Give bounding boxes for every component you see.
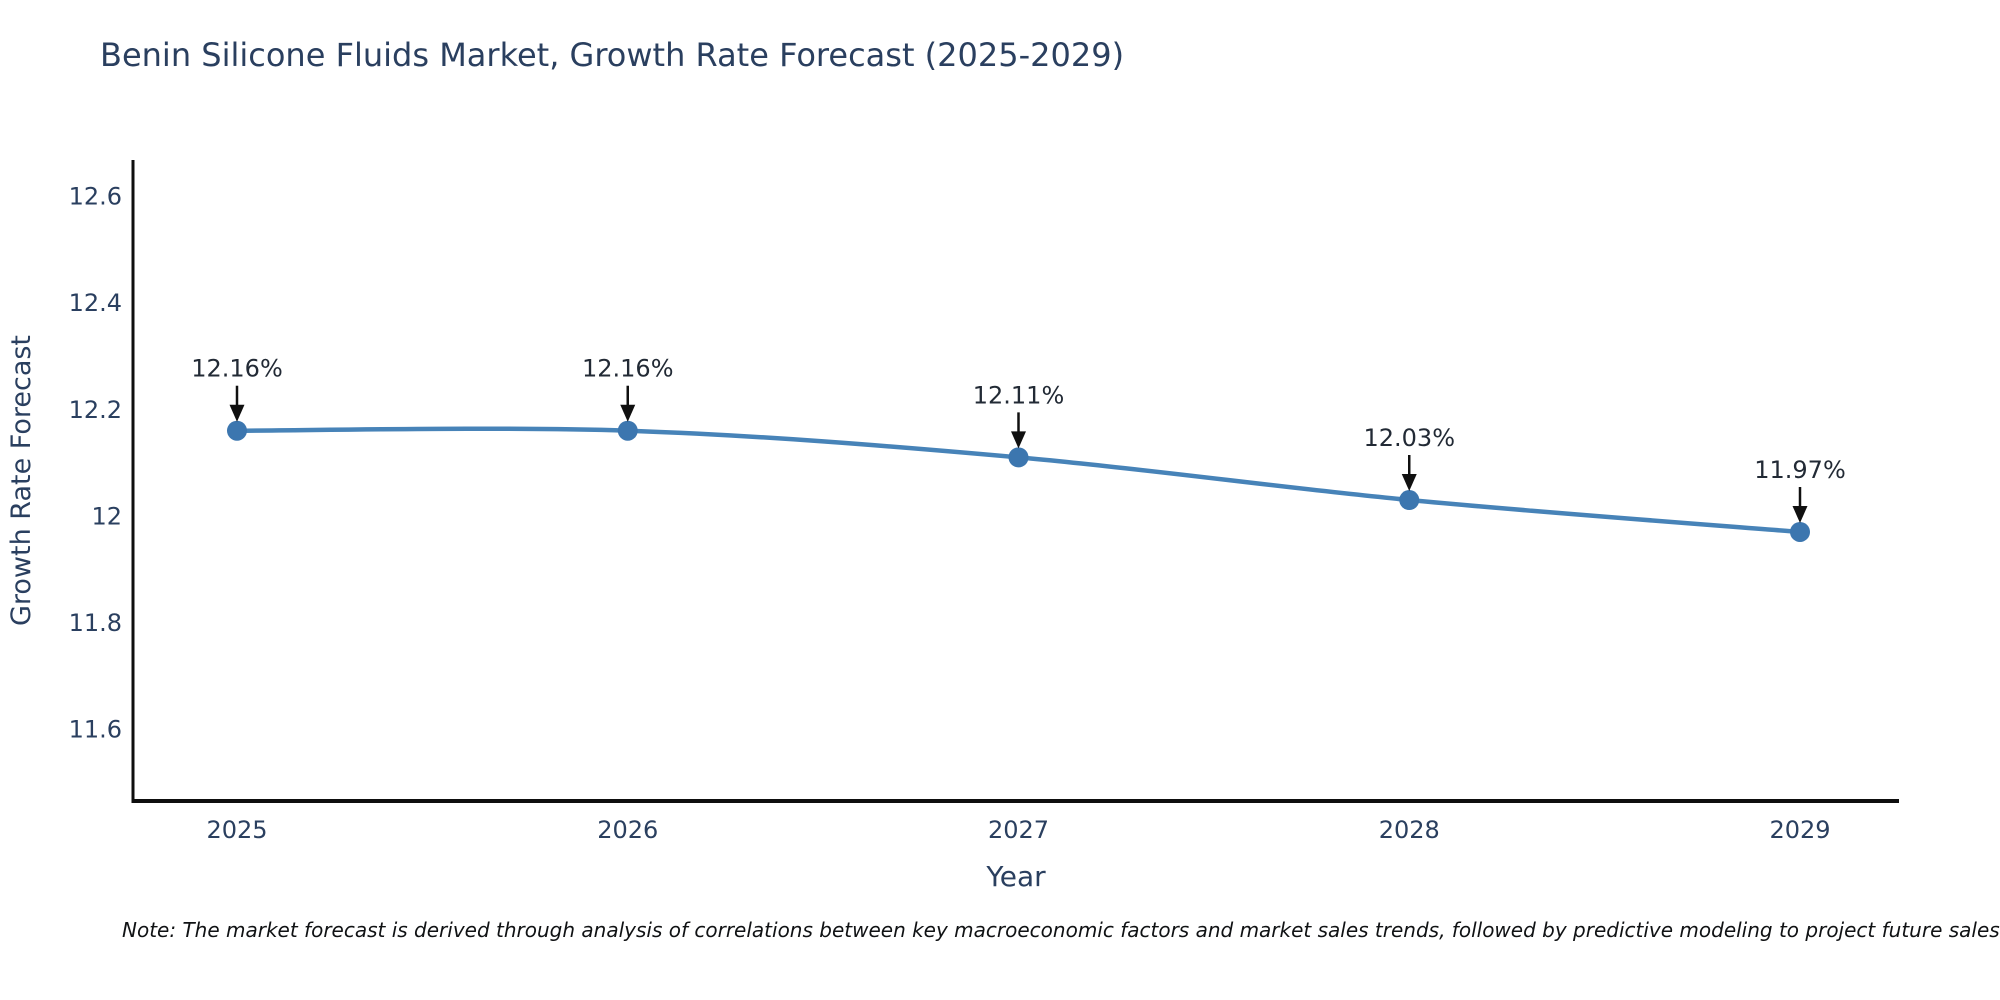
x-tick-label: 2026 <box>597 816 658 844</box>
y-axis-title: Growth Rate Forecast <box>6 335 37 626</box>
data-point-marker[interactable] <box>617 420 638 441</box>
annotation-arrowhead <box>229 404 245 422</box>
y-tick-label: 12.4 <box>69 289 122 317</box>
data-point-marker[interactable] <box>227 420 247 441</box>
data-point-label: 12.11% <box>973 381 1065 409</box>
data-point-label: 11.97% <box>1754 456 1846 484</box>
x-tick-label: 2027 <box>988 816 1049 844</box>
y-tick-label: 12 <box>91 502 122 530</box>
annotation-arrowhead <box>1401 474 1417 492</box>
data-point-marker[interactable] <box>1008 447 1029 468</box>
data-point-marker[interactable] <box>1790 521 1810 542</box>
x-axis-title: Year <box>985 860 1046 893</box>
y-tick-label: 12.6 <box>69 183 122 211</box>
x-tick-label: 2029 <box>1769 816 1830 844</box>
x-tick-label: 2028 <box>1379 816 1440 844</box>
data-point-marker[interactable] <box>1399 490 1420 511</box>
annotation-arrowhead <box>620 404 636 422</box>
y-tick-label: 11.8 <box>69 609 122 637</box>
y-tick-label: 11.6 <box>69 716 122 744</box>
footnote: Note: The market forecast is derived thr… <box>122 918 2000 942</box>
annotation-arrowhead <box>1011 431 1026 449</box>
chart-title: Benin Silicone Fluids Market, Growth Rat… <box>100 36 1125 74</box>
data-point-label: 12.03% <box>1363 424 1455 452</box>
data-point-label: 12.16% <box>582 355 674 383</box>
annotation-arrowhead <box>1792 505 1808 523</box>
x-tick-label: 2025 <box>206 816 267 844</box>
data-point-label: 12.16% <box>191 355 283 383</box>
y-tick-label: 12.2 <box>69 396 122 424</box>
